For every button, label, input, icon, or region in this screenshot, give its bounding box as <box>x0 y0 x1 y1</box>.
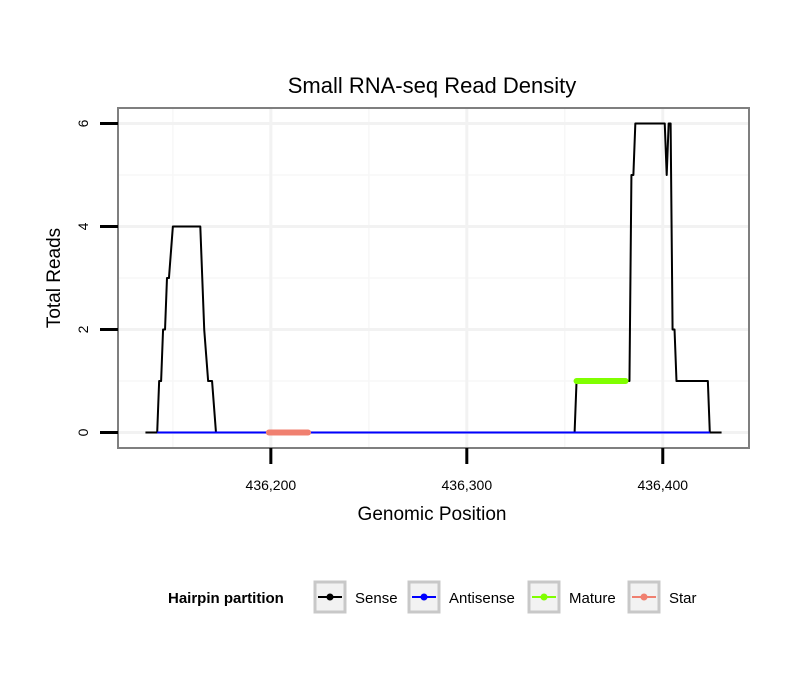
x-axis: 436,200 436,300 436,400 <box>246 448 688 493</box>
y-tick-label: 4 <box>75 222 91 230</box>
series-lines <box>145 122 722 436</box>
y-tick-label: 2 <box>75 325 91 333</box>
y-axis: 0 2 4 6 <box>75 119 118 436</box>
x-tick-label: 436,300 <box>442 477 493 493</box>
x-tick-label: 436,400 <box>637 477 688 493</box>
x-axis-title: Genomic Position <box>358 504 507 525</box>
y-tick-label: 0 <box>75 428 91 436</box>
legend-label: Star <box>669 590 697 607</box>
legend: Hairpin partition Sense Antisense Mature St… <box>168 580 697 614</box>
legend-key-dot <box>640 593 648 601</box>
legend-label: Sense <box>355 590 398 607</box>
legend-key-dot <box>326 593 334 601</box>
chart-title: Small RNA-seq Read Density <box>288 73 577 98</box>
legend-key-dot <box>540 593 548 601</box>
plot-panel-border <box>117 107 750 449</box>
legend-label: Mature <box>569 590 616 607</box>
y-tick-label: 6 <box>75 119 91 127</box>
legend-label: Antisense <box>449 590 515 607</box>
legend-key-dot <box>420 593 428 601</box>
y-axis-title: Total Reads <box>44 228 65 328</box>
legend-title: Hairpin partition <box>168 590 284 607</box>
x-tick-label: 436,200 <box>246 477 297 493</box>
